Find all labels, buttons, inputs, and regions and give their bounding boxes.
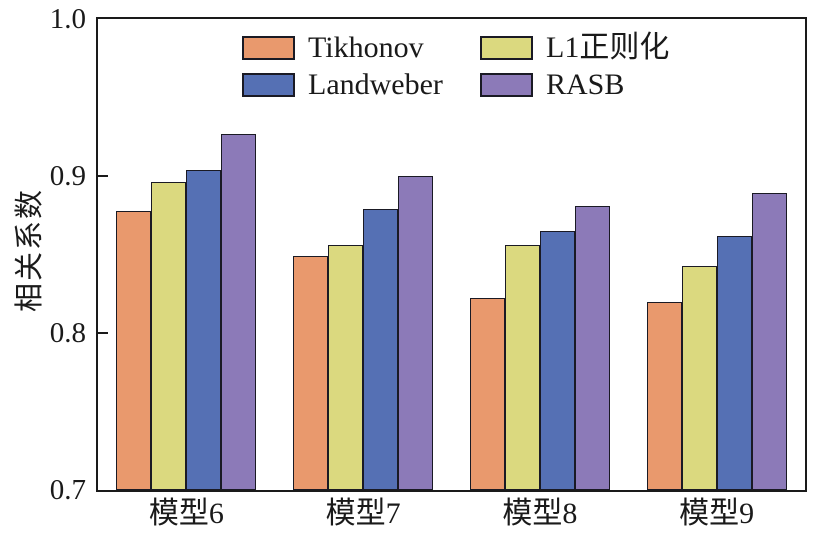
legend-item-L1正则化: L1正则化 — [480, 31, 670, 64]
bar-模型8-Tikhonov — [469, 298, 505, 490]
legend-swatch-Landweber — [242, 73, 295, 97]
legend-item-RASB: RASB — [480, 68, 625, 101]
bar-模型8-RASB — [574, 205, 610, 490]
y-axis-tick — [98, 175, 108, 177]
x-tick-label-模型9: 模型9 — [679, 497, 755, 530]
legend-label: L1正则化 — [546, 31, 670, 64]
x-tick-label-模型8: 模型8 — [502, 497, 578, 530]
legend-swatch-L1正则化 — [480, 36, 533, 60]
bar-模型7-Landweber — [363, 208, 399, 490]
bar-模型9-Tikhonov — [646, 301, 682, 490]
bar-模型7-L1正则化 — [328, 245, 364, 490]
plot-area — [96, 17, 807, 492]
legend-swatch-Tikhonov — [242, 36, 295, 60]
bar-模型6-Landweber — [186, 169, 222, 490]
y-tick-label: 0.8 — [49, 317, 86, 349]
legend-label: Landweber — [308, 68, 443, 101]
y-tick-label: 0.7 — [49, 474, 86, 506]
legend-label: RASB — [546, 68, 625, 101]
bar-模型9-Landweber — [716, 235, 752, 490]
legend-item-Landweber: Landweber — [242, 68, 443, 101]
bar-模型6-Tikhonov — [116, 210, 152, 490]
bar-模型6-L1正则化 — [151, 182, 187, 490]
legend-label: Tikhonov — [308, 31, 424, 64]
bar-模型8-Landweber — [539, 230, 575, 490]
legend-swatch-RASB — [480, 73, 533, 97]
x-tick-label-模型7: 模型7 — [325, 497, 401, 530]
bar-模型7-Tikhonov — [293, 256, 329, 490]
bar-模型9-L1正则化 — [681, 265, 717, 490]
y-tick-label: 1.0 — [49, 3, 86, 35]
bar-模型8-L1正则化 — [504, 245, 540, 490]
bar-模型7-RASB — [398, 176, 434, 490]
bar-模型9-RASB — [751, 193, 787, 490]
y-axis-title: 相关系数 — [14, 187, 46, 313]
y-tick-label: 0.9 — [49, 160, 86, 192]
y-axis-tick — [98, 332, 108, 334]
x-tick-label-模型6: 模型6 — [148, 497, 224, 530]
bar-模型6-RASB — [221, 133, 257, 490]
legend-item-Tikhonov: Tikhonov — [242, 31, 424, 64]
